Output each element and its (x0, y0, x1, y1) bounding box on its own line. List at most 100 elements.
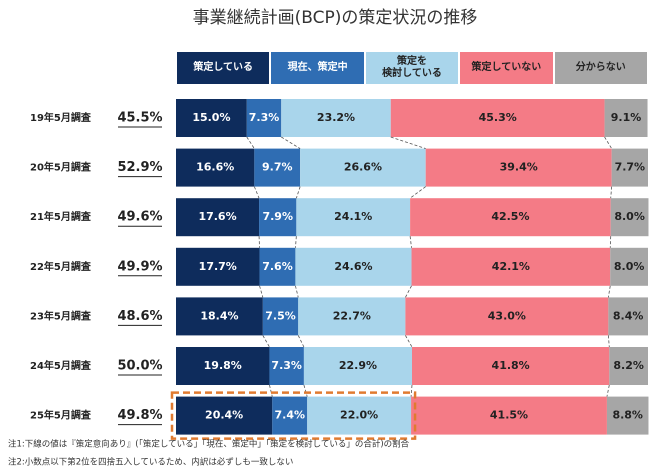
connector (297, 335, 305, 348)
row-label: 25年5月調査 (30, 409, 92, 422)
row-label: 24年5月調査 (30, 359, 92, 372)
bar-segment (272, 396, 308, 435)
chart-title: 事業継続計画(BCP)の策定状況の推移 (193, 8, 478, 28)
value-label: 8.8% (612, 409, 643, 422)
bar-segment (176, 247, 260, 286)
legend-entry: 策定している (177, 52, 270, 84)
bar-segment (259, 247, 296, 286)
bar-segment (176, 347, 270, 385)
bar-segment (176, 297, 263, 336)
value-label: 8.2% (613, 359, 644, 372)
value-label: 43.0% (488, 309, 526, 322)
bar-segment (411, 247, 611, 286)
total-label: 49.9% (117, 259, 162, 274)
bar-segment (298, 297, 406, 336)
value-label: 24.1% (334, 210, 372, 223)
connector (295, 236, 297, 248)
connector (410, 384, 413, 397)
note: 注2:小数点以下第2位を四捨五入しているため、内訳は必ずしも一致しない (8, 457, 293, 468)
value-label: 41.8% (492, 359, 530, 372)
value-label: 22.7% (333, 309, 371, 322)
value-label: 24.6% (334, 260, 372, 273)
total-label: 48.6% (117, 309, 162, 324)
value-label: 7.3% (271, 359, 302, 372)
bar-segment (606, 396, 649, 435)
value-label: 8.0% (614, 210, 645, 223)
bar-segment (307, 396, 412, 435)
bar-segment (425, 148, 612, 187)
value-label: 9.1% (611, 111, 642, 124)
value-label: 17.6% (198, 210, 236, 223)
value-label: 16.6% (196, 161, 234, 174)
value-label: 17.7% (199, 260, 237, 273)
legend-entry: 策定していない (460, 52, 553, 84)
bar-segment (303, 347, 412, 385)
connector (405, 335, 413, 348)
total-label: 45.5% (117, 111, 162, 126)
bar-segment (176, 148, 255, 187)
bar-segment (176, 198, 260, 237)
connector (259, 285, 264, 298)
bar-segment (611, 148, 648, 187)
bar-segment (390, 99, 605, 137)
row-label: 20年5月調査 (30, 161, 92, 174)
value-label: 42.1% (492, 260, 530, 273)
value-label: 42.5% (491, 210, 529, 223)
value-label: 8.4% (613, 309, 644, 322)
bar-segment (296, 198, 411, 237)
value-label: 22.0% (340, 409, 378, 422)
total-label: 52.9% (117, 160, 162, 175)
value-label: 20.4% (205, 409, 243, 422)
connector (390, 136, 426, 149)
bar-segment (176, 396, 273, 435)
connector (262, 335, 270, 348)
connector (246, 136, 255, 149)
bar-segment (405, 297, 609, 336)
value-label: 18.4% (200, 309, 238, 322)
bar-segment (254, 148, 301, 187)
connector (607, 335, 610, 348)
bar-segment (176, 99, 247, 137)
value-label: 39.4% (500, 161, 538, 174)
bar-segment (608, 297, 648, 336)
connector (295, 285, 299, 298)
bar-segment (609, 347, 648, 385)
total-label: 49.6% (117, 210, 162, 225)
connector (281, 136, 301, 149)
value-label: 7.6% (262, 260, 293, 273)
row-label: 19年5月調査 (30, 111, 92, 124)
legend-entry: 分からない (554, 52, 647, 84)
bar-segment (295, 247, 412, 286)
connector (303, 384, 308, 397)
row-label: 21年5月調査 (30, 210, 92, 223)
value-label: 7.5% (265, 309, 296, 322)
bar-segment (262, 297, 299, 336)
value-label: 41.5% (490, 409, 528, 422)
bar-segment (246, 99, 282, 137)
legend-entry: 現在、策定中 (271, 52, 364, 84)
connector (405, 285, 412, 298)
connector (607, 285, 611, 298)
row-label: 22年5月調査 (30, 260, 92, 273)
value-label: 15.0% (192, 111, 230, 124)
connector (295, 186, 301, 199)
bar-segment (281, 99, 391, 137)
connector (610, 186, 613, 199)
legend-entry: 策定を 検討している (365, 52, 459, 84)
bar-segment (259, 198, 297, 237)
connector (606, 384, 610, 397)
bar-segment (412, 347, 610, 385)
connector (604, 136, 612, 149)
connector (409, 236, 412, 248)
value-label: 7.3% (249, 111, 280, 124)
connector (409, 186, 426, 199)
value-label: 23.2% (317, 111, 355, 124)
total-label: 49.8% (117, 408, 162, 423)
note: 注1:下線の値は『策定意向あり』(「策定している」「現在、策定中」「策定を検討し… (8, 439, 410, 450)
value-label: 9.7% (262, 161, 293, 174)
bar-segment (610, 198, 649, 237)
connector (269, 384, 273, 397)
value-label: 7.4% (274, 409, 305, 422)
